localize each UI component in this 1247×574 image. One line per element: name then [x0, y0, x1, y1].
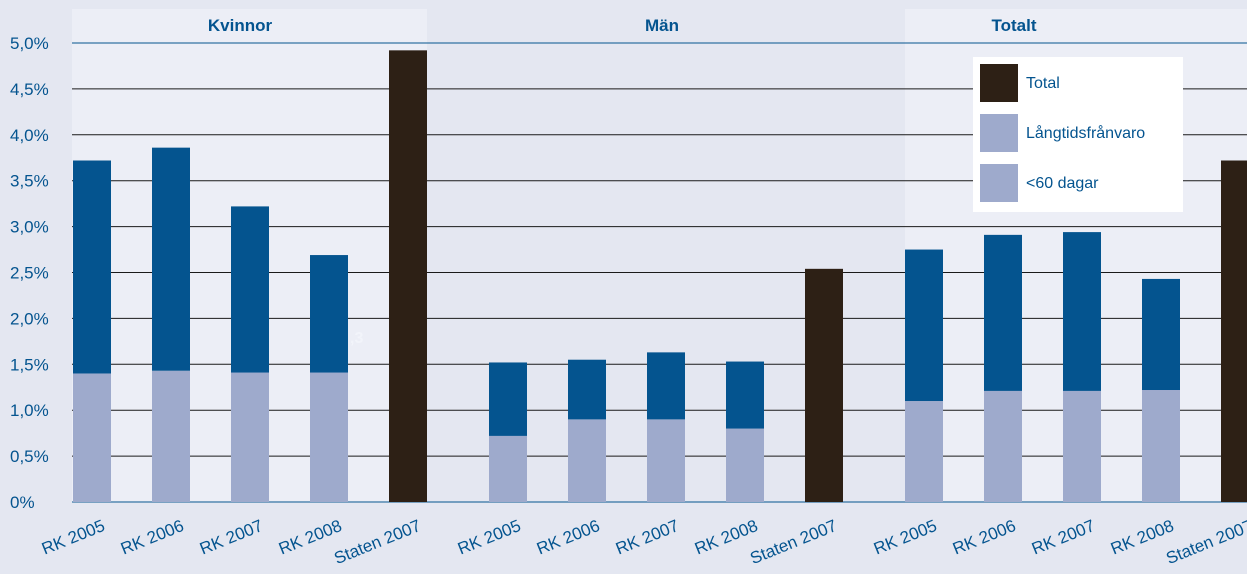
bar-short-absence — [310, 372, 348, 502]
bar-total — [389, 50, 427, 503]
y-tick-label: 0% — [10, 493, 35, 512]
bar-long-absence — [984, 234, 1022, 391]
bar-short-absence — [726, 428, 764, 502]
x-tick-label: Staten 2007 — [331, 516, 423, 568]
legend-swatch — [980, 114, 1018, 152]
group-title: Män — [645, 16, 679, 35]
bar-long-absence — [231, 206, 269, 373]
x-tick-label: RK 2007 — [613, 516, 681, 558]
y-tick-label: 4,0% — [10, 126, 49, 145]
bar-short-absence — [489, 435, 527, 502]
bar-total — [805, 268, 843, 502]
x-tick-label: RK 2005 — [871, 516, 939, 558]
bar-long-absence — [726, 361, 764, 429]
x-tick-label: RK 2006 — [950, 516, 1018, 558]
y-tick-label: 4,5% — [10, 80, 49, 99]
bar-short-absence — [1063, 390, 1101, 502]
legend-label: <60 dagar — [1026, 175, 1099, 192]
stray-label: ,3 — [350, 330, 363, 347]
y-tick-label: 1,0% — [10, 401, 49, 420]
bar-long-absence — [1063, 232, 1101, 391]
bar-long-absence — [568, 359, 606, 420]
x-tick-label: RK 2007 — [197, 516, 265, 558]
x-tick-label: RK 2007 — [1029, 516, 1097, 558]
bar-short-absence — [231, 372, 269, 502]
legend-swatch — [980, 164, 1018, 202]
bar-short-absence — [73, 373, 111, 502]
legend-label: Långtidsfrånvaro — [1026, 124, 1145, 142]
y-tick-label: 2,5% — [10, 264, 49, 283]
y-tick-label: 2,0% — [10, 309, 49, 328]
bar-short-absence — [647, 419, 685, 502]
bar-short-absence — [905, 401, 943, 502]
legend-label: Total — [1026, 75, 1060, 92]
x-tick-label: RK 2006 — [534, 516, 602, 558]
bar-short-absence — [1142, 390, 1180, 502]
bar-short-absence — [568, 419, 606, 502]
bar-long-absence — [152, 147, 190, 371]
y-tick-label: 3,5% — [10, 172, 49, 191]
y-tick-label: 3,0% — [10, 218, 49, 237]
x-tick-label: RK 2006 — [118, 516, 186, 558]
legend-swatch — [980, 64, 1018, 102]
x-tick-label: Staten 2007 — [1163, 516, 1247, 568]
bar-long-absence — [73, 160, 111, 374]
bar-total — [1221, 160, 1247, 502]
bar-long-absence — [905, 249, 943, 402]
bar-long-absence — [489, 362, 527, 436]
x-tick-label: Staten 2007 — [747, 516, 839, 568]
bar-long-absence — [647, 352, 685, 420]
y-tick-label: 0,5% — [10, 447, 49, 466]
group-title: Totalt — [991, 16, 1036, 35]
y-tick-label: 5,0% — [10, 34, 49, 53]
bar-short-absence — [152, 370, 190, 502]
group-title: Kvinnor — [208, 16, 273, 35]
bar-long-absence — [310, 255, 348, 373]
bar-short-absence — [984, 390, 1022, 502]
x-tick-label: RK 2005 — [455, 516, 523, 558]
y-tick-label: 1,5% — [10, 355, 49, 374]
x-tick-label: RK 2005 — [39, 516, 107, 558]
bar-long-absence — [1142, 278, 1180, 391]
